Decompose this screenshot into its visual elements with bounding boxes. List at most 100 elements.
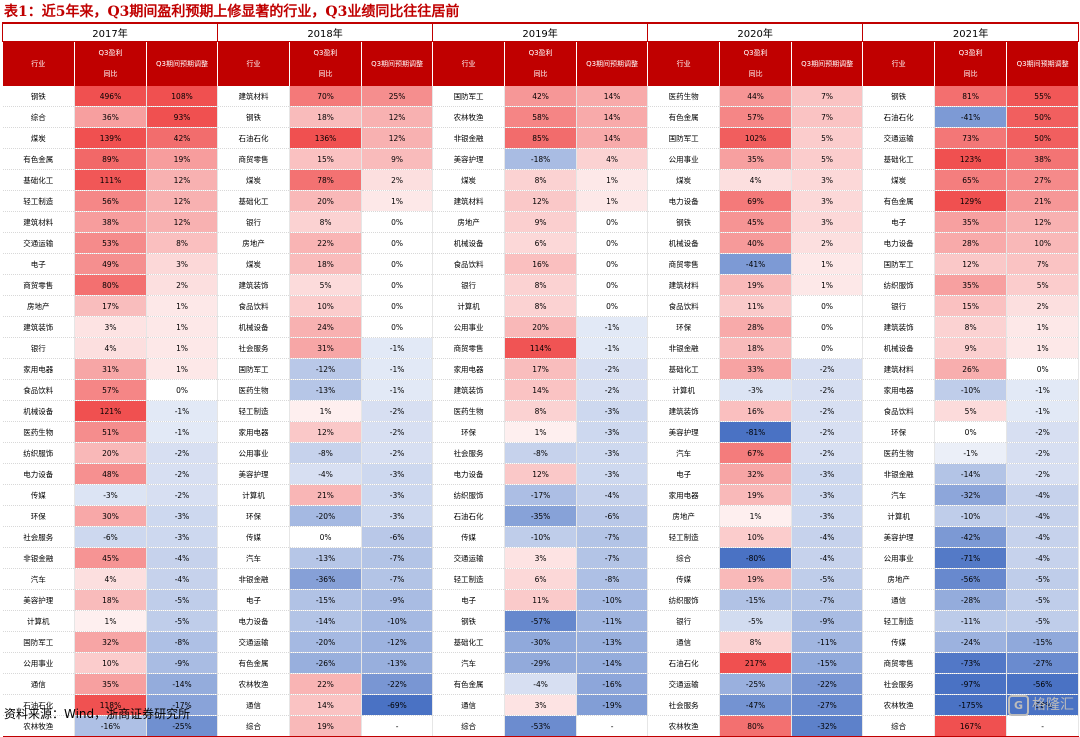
industry-cell: 公用事业 (647, 148, 721, 170)
revision-cell: -3% (791, 463, 864, 485)
industry-cell: 建筑装饰 (862, 316, 936, 338)
revision-cell: -3% (791, 505, 864, 527)
yoy-cell: 36% (74, 106, 147, 128)
yoy-cell: -3% (74, 484, 147, 506)
industry-cell: 石油石化 (217, 127, 291, 149)
revision-cell: -27% (1006, 652, 1080, 674)
table-row: 美容护理 18% -5% 电子 -15% -9% 电子 11% -10% 纺织服饰 -15% -7% 通… (2, 589, 1080, 611)
revision-cell: -69% (361, 694, 434, 716)
revision-cell: -4% (1006, 547, 1080, 569)
yoy-cell: 5% (934, 400, 1008, 422)
revision-cell: -1% (361, 358, 434, 380)
industry-cell: 环保 (862, 421, 936, 443)
yoy-cell: 1% (289, 400, 363, 422)
revision-cell: -27% (791, 694, 864, 716)
revision-cell: -9% (361, 589, 434, 611)
industry-cell: 电力设备 (647, 190, 721, 212)
yoy-header-line1: Q3盈利 (743, 49, 768, 57)
table-row: 社会服务 -6% -3% 传媒 0% -6% 传媒 -10% -7% 轻工制造 10% -4% 美容护理… (2, 526, 1080, 548)
source-note: 资料来源：Wind，浙商证券研究所 (4, 707, 191, 721)
yoy-cell: 12% (504, 463, 578, 485)
yoy-column-header: Q3盈利 同比 (934, 41, 1008, 86)
industry-cell: 纺织服饰 (2, 442, 75, 464)
industry-cell: 煤炭 (647, 169, 721, 191)
table-row: 家用电器 31% 1% 国防军工 -12% -1% 家用电器 17% -2% 基础化工 33% -2%… (2, 358, 1080, 380)
revision-cell: 0% (361, 232, 434, 254)
yoy-cell: 15% (289, 148, 363, 170)
industry-cell: 建筑材料 (432, 190, 506, 212)
industry-cell: 社会服务 (647, 694, 721, 716)
yoy-cell: 1% (74, 610, 147, 632)
industry-cell: 食品饮料 (862, 400, 936, 422)
revision-cell: -11% (791, 631, 864, 653)
yoy-cell: -42% (934, 526, 1008, 548)
industry-cell: 建筑材料 (217, 86, 291, 107)
yoy-cell: -29% (504, 652, 578, 674)
table-row: 机械设备 121% -1% 轻工制造 1% -2% 医药生物 8% -3% 建筑装饰 16% -2% 食… (2, 400, 1080, 422)
industry-cell: 纺织服饰 (862, 274, 936, 296)
industry-cell: 食品饮料 (217, 295, 291, 317)
revision-cell: 55% (1006, 86, 1080, 107)
revision-cell: -15% (1006, 631, 1080, 653)
revision-cell: -1% (146, 421, 219, 443)
revision-cell: 5% (791, 148, 864, 170)
yoy-cell: -14% (289, 610, 363, 632)
industry-cell: 农林牧渔 (217, 673, 291, 695)
industry-cell: 有色金属 (217, 652, 291, 674)
revision-cell: -4% (146, 547, 219, 569)
yoy-cell: -28% (934, 589, 1008, 611)
revision-cell: 8% (146, 232, 219, 254)
yoy-cell: 33% (719, 358, 793, 380)
industry-cell: 环保 (2, 505, 75, 527)
yoy-cell: 16% (504, 253, 578, 275)
industry-column-header: 行业 (217, 41, 291, 86)
industry-column-header: 行业 (647, 41, 721, 86)
revision-cell: -1% (361, 379, 434, 401)
revision-cell: - (361, 715, 434, 737)
industry-cell: 交通运输 (432, 547, 506, 569)
industry-cell: 电力设备 (217, 610, 291, 632)
revision-cell: -1% (1006, 400, 1080, 422)
table-row: 电子 49% 3% 煤炭 18% 0% 食品饮料 16% 0% 商贸零售 -41% 1% 国防军工 12%… (2, 253, 1080, 275)
yoy-cell: -57% (504, 610, 578, 632)
yoy-cell: 14% (289, 694, 363, 716)
revision-cell: -3% (361, 463, 434, 485)
revision-cell: 4% (576, 148, 649, 170)
revision-cell: 3% (791, 211, 864, 233)
industry-cell: 交通运输 (862, 127, 936, 149)
table-row: 电力设备 48% -2% 美容护理 -4% -3% 电力设备 12% -3% 电子 32% -3% 非银… (2, 463, 1080, 485)
industry-cell: 非银金融 (2, 547, 75, 569)
industry-cell: 传媒 (432, 526, 506, 548)
yoy-cell: -10% (934, 379, 1008, 401)
revision-cell: 3% (791, 190, 864, 212)
industry-cell: 医药生物 (217, 379, 291, 401)
industry-cell: 通信 (862, 589, 936, 611)
yoy-cell: 57% (719, 106, 793, 128)
yoy-cell: 45% (74, 547, 147, 569)
revision-cell: -4% (146, 568, 219, 590)
yoy-cell: 1% (504, 421, 578, 443)
revision-cell: 1% (791, 274, 864, 296)
yoy-cell: 57% (74, 379, 147, 401)
yoy-cell: 28% (934, 232, 1008, 254)
revision-cell: 3% (146, 253, 219, 275)
industry-cell: 食品饮料 (647, 295, 721, 317)
yoy-cell: -175% (934, 694, 1008, 716)
yoy-header-line2: 同比 (748, 70, 763, 78)
industry-cell: 美容护理 (862, 526, 936, 548)
revision-cell: -2% (791, 421, 864, 443)
yoy-cell: 496% (74, 86, 147, 107)
yoy-cell: 32% (719, 463, 793, 485)
table-row: 公用事业 10% -9% 有色金属 -26% -13% 汽车 -29% -14% 石油石化 217%… (2, 652, 1080, 674)
yoy-cell: -10% (934, 505, 1008, 527)
yoy-cell: 51% (74, 421, 147, 443)
yoy-cell: 10% (74, 652, 147, 674)
industry-cell: 非银金融 (217, 568, 291, 590)
yoy-cell: -12% (289, 358, 363, 380)
yoy-cell: -15% (289, 589, 363, 611)
industry-cell: 基础化工 (862, 148, 936, 170)
revision-cell: 1% (791, 253, 864, 275)
yoy-cell: 167% (934, 715, 1008, 737)
industry-cell: 煤炭 (217, 253, 291, 275)
yoy-cell: 139% (74, 127, 147, 149)
